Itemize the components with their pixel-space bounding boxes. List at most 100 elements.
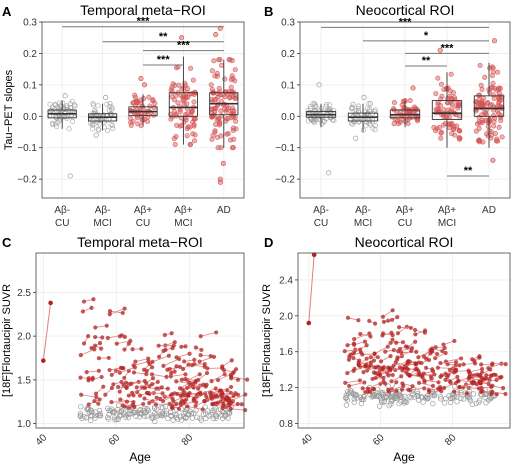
data-point-positive xyxy=(432,372,436,376)
data-point-positive xyxy=(169,371,173,375)
data-point-positive xyxy=(407,373,411,377)
data-point xyxy=(233,119,237,123)
data-point-positive xyxy=(116,385,120,389)
data-point-positive xyxy=(92,399,96,403)
x-tick-label-line2: CU xyxy=(314,218,328,229)
data-point xyxy=(216,146,220,150)
y-tick-label: 0.2 xyxy=(23,49,37,60)
data-point xyxy=(442,107,446,111)
data-point-positive xyxy=(93,335,97,339)
data-point xyxy=(479,102,483,106)
data-point-positive xyxy=(379,359,383,363)
data-point xyxy=(438,136,442,140)
x-tick-label-line2: MCI xyxy=(438,218,456,229)
data-point xyxy=(500,135,504,139)
data-point xyxy=(434,91,438,95)
data-point-positive xyxy=(225,395,229,399)
x-tick-label-line2: MCI xyxy=(93,218,111,229)
data-point-positive xyxy=(108,309,112,313)
outlier-point xyxy=(221,161,225,165)
data-point xyxy=(191,78,195,82)
data-point-positive xyxy=(504,362,508,366)
data-point-positive xyxy=(144,372,148,376)
data-point-positive xyxy=(406,345,410,349)
data-point xyxy=(221,93,225,97)
data-point xyxy=(185,126,189,130)
data-point-positive xyxy=(480,389,484,393)
x-tick-label-line2: CU xyxy=(398,218,412,229)
data-point-positive xyxy=(452,339,456,343)
data-point-positive xyxy=(174,355,178,359)
data-point-positive xyxy=(481,378,485,382)
data-point-positive xyxy=(178,365,182,369)
data-point-positive xyxy=(97,369,101,373)
data-point-positive xyxy=(441,342,445,346)
data-point xyxy=(486,124,490,128)
data-point xyxy=(230,106,234,110)
data-point-positive xyxy=(352,337,356,341)
data-point xyxy=(210,97,214,101)
data-point-positive xyxy=(438,385,442,389)
data-point-positive xyxy=(214,330,218,334)
data-point-positive xyxy=(439,389,443,393)
data-point-positive xyxy=(94,395,98,399)
data-point xyxy=(439,130,443,134)
data-point-positive xyxy=(306,321,311,326)
data-point-positive xyxy=(93,325,97,329)
data-point xyxy=(173,142,177,146)
data-point-positive xyxy=(131,403,135,407)
data-point-positive xyxy=(396,331,400,335)
data-point xyxy=(483,75,487,79)
y-tick-label: 1.0 xyxy=(17,419,31,430)
data-point xyxy=(454,124,458,128)
y-axis-label: [18F]Flortaucipir SUVR xyxy=(261,284,273,397)
outlier-point xyxy=(213,32,217,36)
y-tick-label: 0.8 xyxy=(279,419,293,430)
data-point-positive xyxy=(386,373,390,377)
data-point-positive xyxy=(415,367,419,371)
data-point-positive xyxy=(128,339,132,343)
x-tick-label: Aβ- xyxy=(54,205,70,216)
data-point xyxy=(456,101,460,105)
outlier-point xyxy=(139,76,143,80)
data-point-positive xyxy=(409,326,413,330)
data-point-positive xyxy=(423,328,427,332)
data-point-positive xyxy=(376,355,380,359)
data-point xyxy=(450,102,454,106)
data-point-positive xyxy=(82,341,86,345)
chart-title: Temporal meta−ROI xyxy=(77,234,203,250)
data-point xyxy=(188,142,192,146)
data-point-positive xyxy=(442,386,446,390)
data-point-positive xyxy=(182,359,186,363)
data-point-positive xyxy=(82,299,86,303)
data-point-positive xyxy=(406,388,410,392)
data-point-positive xyxy=(382,379,386,383)
data-point-positive xyxy=(92,347,96,351)
x-tick-label-line2: MCI xyxy=(354,218,372,229)
data-point-positive xyxy=(358,332,362,336)
data-point-positive xyxy=(221,404,225,408)
data-point-positive xyxy=(165,368,169,372)
data-point-positive xyxy=(118,397,122,401)
panel-letter: C xyxy=(2,235,12,250)
x-tick-label: AD xyxy=(482,205,496,216)
data-point-positive xyxy=(363,390,367,394)
data-point-positive xyxy=(494,378,498,382)
x-tick-label-line2: CU xyxy=(55,218,69,229)
data-point-positive xyxy=(209,354,213,358)
data-point-positive xyxy=(130,347,134,351)
data-point xyxy=(216,91,220,95)
data-point-positive xyxy=(188,352,192,356)
data-point-positive xyxy=(183,372,187,376)
data-point xyxy=(212,59,216,63)
data-point-positive xyxy=(91,297,95,301)
data-point-positive xyxy=(130,391,134,395)
data-point-positive xyxy=(205,371,209,375)
data-point-positive xyxy=(123,335,127,339)
data-point-positive xyxy=(467,377,471,381)
panel-letter: A xyxy=(2,4,12,19)
data-point xyxy=(474,129,478,133)
y-tick-label: 2.0 xyxy=(279,311,293,322)
y-tick-label: 0.1 xyxy=(23,80,37,91)
data-point-positive xyxy=(436,366,440,370)
